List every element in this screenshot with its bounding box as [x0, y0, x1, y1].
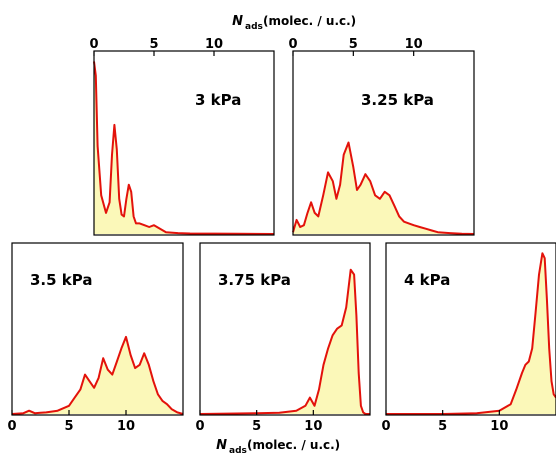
top-axis-title-unit: (molec. / u.c.) [263, 14, 356, 28]
x-tick-label: 10 [117, 419, 135, 434]
histogram-line [199, 268, 370, 415]
x-tick-label: 10 [490, 419, 508, 434]
x-tick-label: 5 [149, 37, 158, 52]
bottom-axis-title-sub: ads [229, 446, 247, 456]
histogram-line [292, 141, 475, 235]
pressure-label: 4 kPa [404, 271, 450, 289]
pressure-label: 3 kPa [195, 91, 241, 109]
x-tick-label: 0 [89, 37, 98, 52]
pressure-label: 3.5 kPa [30, 271, 92, 289]
histogram-fill [12, 336, 183, 414]
x-tick-label: 0 [288, 37, 297, 52]
histogram-fill [386, 253, 556, 414]
top-axis-title: N ads (molec. / u.c.) [232, 14, 356, 32]
chart-panel-5: 0 5 10 4 kPa [381, 242, 556, 434]
bottom-axis-title: N ads (molec. / u.c.) [216, 438, 340, 456]
histogram-fill [200, 269, 370, 414]
x-tick-label: 10 [405, 37, 423, 52]
x-tick-label: 5 [349, 37, 358, 52]
x-tick-label: 0 [195, 419, 204, 434]
chart-panel-1: 0 5 10 3 kPa [89, 37, 275, 236]
x-tick-label: 0 [381, 419, 390, 434]
chart-panel-2: 0 5 10 3.25 kPa [288, 37, 475, 236]
x-tick-label: 5 [252, 419, 261, 434]
histogram-line [11, 335, 184, 415]
plot-frame [199, 242, 371, 416]
histogram-fill [293, 142, 474, 234]
bottom-axis-title-var: N [216, 438, 227, 453]
plot-frame [93, 50, 275, 236]
pressure-label: 3.75 kPa [218, 271, 291, 289]
bottom-axis-title-unit: (molec. / u.c.) [247, 438, 340, 452]
top-axis-title-var: N [232, 14, 243, 29]
chart-panel-3: 0 5 10 3.5 kPa [7, 242, 184, 434]
histogram-line [93, 61, 275, 235]
x-tick-label: 5 [438, 419, 447, 434]
plot-frame [11, 242, 184, 416]
x-tick-label: 5 [64, 419, 73, 434]
x-tick-label: 10 [304, 419, 322, 434]
histogram-fill [94, 61, 274, 234]
x-tick-label: 10 [205, 37, 223, 52]
top-axis-title-sub: ads [245, 22, 263, 32]
x-tick-label: 0 [7, 419, 16, 434]
plot-frame [385, 242, 556, 416]
pressure-label: 3.25 kPa [361, 91, 434, 109]
plot-frame [292, 50, 475, 236]
chart-panel-4: 0 5 10 3.75 kPa [195, 242, 371, 434]
